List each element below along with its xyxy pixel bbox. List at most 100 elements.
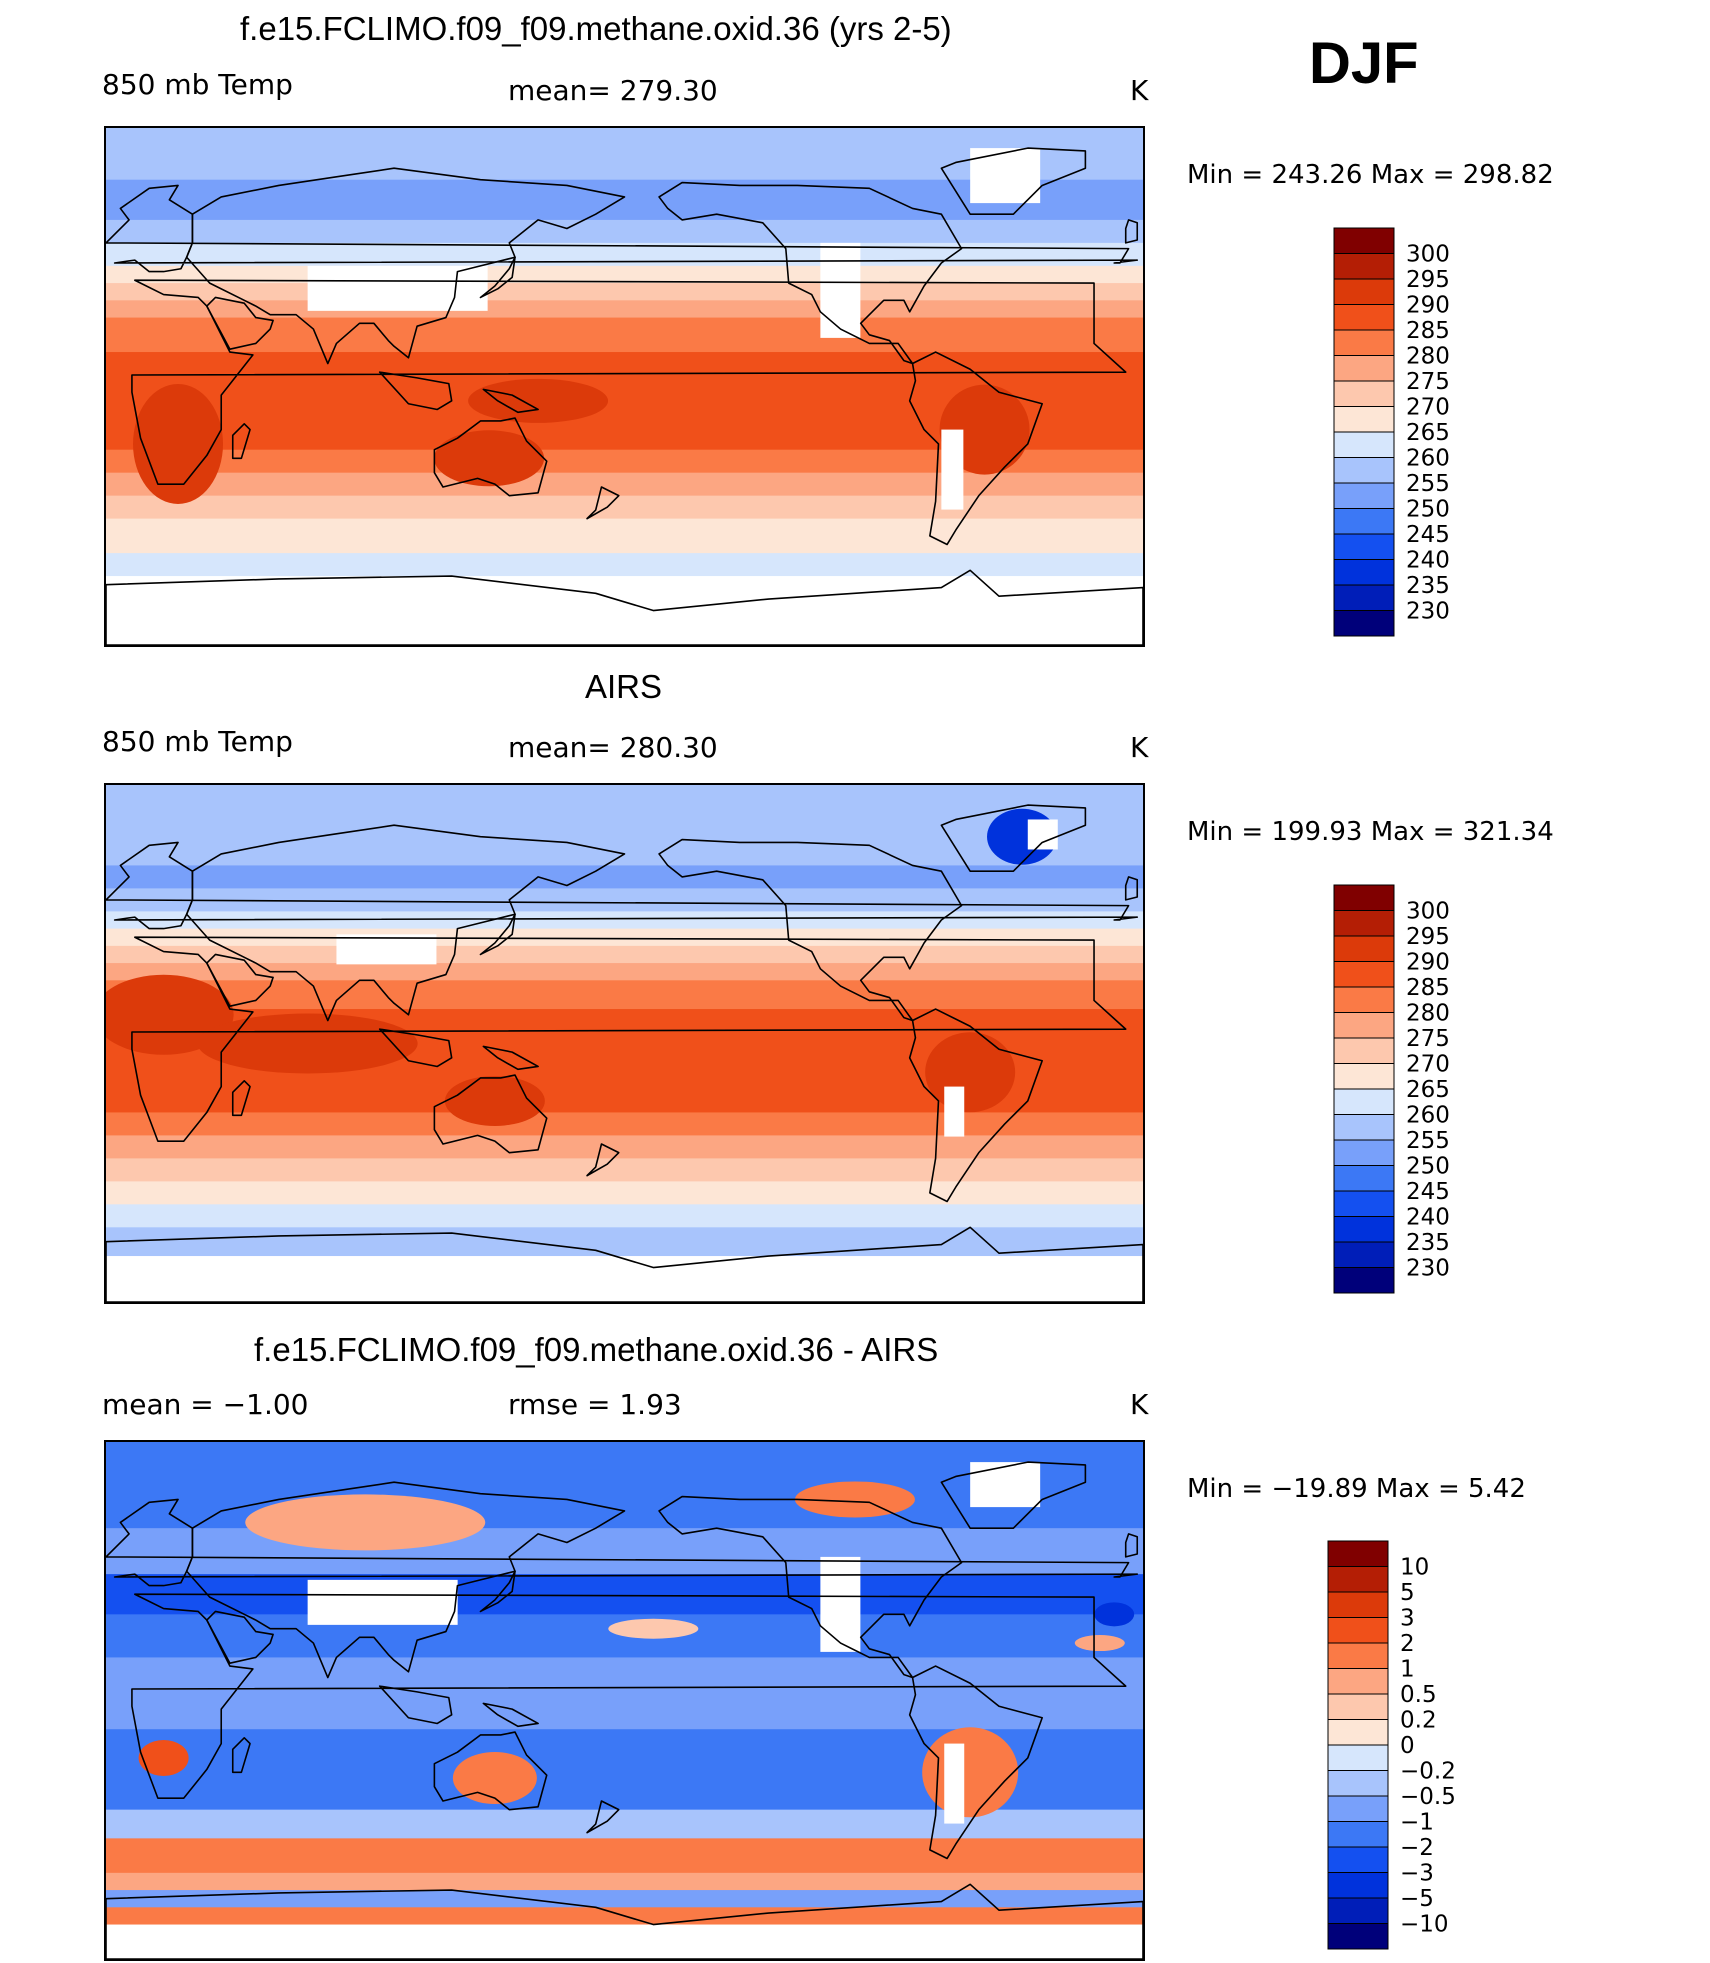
map-3-coastline [131, 1593, 1127, 1799]
panel-1-colorbar-swatch [1333, 482, 1395, 509]
panel-2-colorbar-tick-label: 250 [1406, 1154, 1450, 1180]
panel-3-colorbar-swatch [1327, 1795, 1389, 1822]
map-1-band [106, 219, 1143, 244]
map-3-pacific-warm [608, 1618, 699, 1639]
map-3-australia-warm [452, 1752, 537, 1805]
panel-2-colorbar-swatch [1333, 1165, 1395, 1192]
panel-1-colorbar-tick-label: 290 [1406, 293, 1450, 319]
panel-2-colorbar-tick-label: 240 [1406, 1205, 1450, 1231]
panel-3-colorbar-swatch [1327, 1872, 1389, 1899]
panel-2-colorbar-swatch [1333, 935, 1395, 962]
panel-2-colorbar-swatch [1333, 986, 1395, 1013]
panel-1-colorbar-tick-label: 250 [1406, 497, 1450, 523]
panel-2-colorbar-tick-label: 295 [1406, 924, 1450, 950]
panel-2-colorbar-tick-label: 275 [1406, 1026, 1450, 1052]
map-1-coastline [231, 423, 251, 460]
panel-1-colorbar-tick-label: 245 [1406, 522, 1450, 548]
map-2-andes-mask [944, 1086, 965, 1137]
map-1-coastline [131, 279, 1127, 485]
map-1-band [106, 518, 1143, 554]
panel-1-colorbar-canvas: 3002952902852802752702652602552502452402… [1333, 227, 1450, 637]
map-3-coastline [206, 1610, 274, 1664]
map-2-band [106, 980, 1143, 1010]
map-2-greenland-mask [1027, 819, 1058, 850]
panel-3-colorbar-tick-label: 3 [1400, 1606, 1415, 1632]
panel-1-title: f.e15.FCLIMO.f09_f09.methane.oxid.36 (yr… [240, 10, 952, 47]
map-1-band [106, 576, 1143, 645]
panel-2-colorbar-tick-label: 235 [1406, 1230, 1450, 1256]
panel-1-colorbar-tick-label: 295 [1406, 267, 1450, 293]
panel-2-colorbar-swatch [1333, 884, 1395, 911]
map-3-siberia-warm [245, 1494, 486, 1551]
panel-1-colorbar-tick-label: 280 [1406, 344, 1450, 370]
panel-3-colorbar-tick-label: −1 [1400, 1810, 1434, 1836]
panel-2-colorbar-tick-label: 290 [1406, 950, 1450, 976]
panel-1-colorbar: 300 295 290 285 280 275 270 265 260 255 250 245 240 2… [1333, 227, 1534, 648]
panel-2-colorbar-swatch [1333, 1037, 1395, 1064]
panel-3-map-canvas [106, 1442, 1143, 1959]
panel-1-colorbar-swatch [1333, 227, 1395, 254]
map-3-coastline [658, 1495, 963, 1679]
map-3-coastline [479, 1570, 516, 1613]
panel-2-colorbar-swatch [1333, 910, 1395, 937]
map-2-coastline [586, 1143, 620, 1177]
map-2-band [106, 888, 1143, 912]
map-1-australia-warm [434, 430, 545, 487]
map-3-coastline [482, 1702, 539, 1728]
panel-1-colorbar-tick-label: 255 [1406, 471, 1450, 497]
map-2-band [106, 963, 1143, 981]
panel-3-colorbar-tick-label: 0.2 [1400, 1708, 1437, 1734]
map-2-coastline [482, 1045, 539, 1071]
panel-3-colorbar-tick-label: −3 [1400, 1861, 1434, 1887]
map-2-band [106, 1227, 1143, 1257]
panel-2-colorbar-swatch [1333, 1088, 1395, 1115]
map-2-australia-warm [444, 1075, 545, 1126]
panel-1-colorbar-swatch [1333, 584, 1395, 611]
panel-1-map [104, 126, 1145, 647]
map-3-coastline [586, 1800, 620, 1834]
map-3-band [106, 1924, 1143, 1959]
panel-3-colorbar-tick-label: 10 [1400, 1555, 1429, 1581]
panel-1-colorbar-swatch [1333, 253, 1395, 280]
panel-3-colorbar-swatch [1327, 1744, 1389, 1771]
map-3-coastline [433, 1731, 548, 1811]
panel-3-rmse-label: rmse = 1.93 [508, 1388, 682, 1421]
panel-2-colorbar-tick-label: 300 [1406, 899, 1450, 925]
map-1-coastline [378, 371, 453, 411]
map-2-band [106, 1158, 1143, 1182]
panel-3-colorbar-tick-label: −2 [1400, 1835, 1434, 1861]
map-2-coastline [1124, 876, 1139, 901]
map-2-band [106, 865, 1143, 889]
panel-1-colorbar-swatch [1333, 508, 1395, 535]
panel-2-colorbar-swatch [1333, 961, 1395, 988]
panel-1-minmax: Min = 243.26 Max = 298.82 [1187, 160, 1554, 190]
panel-2-colorbar-swatch [1333, 1216, 1395, 1243]
map-3-coastline [231, 1737, 251, 1774]
map-3-atlantic-cold [1094, 1602, 1135, 1627]
panel-3-colorbar-tick-label: 0.5 [1400, 1682, 1437, 1708]
panel-3-colorbar-swatch [1327, 1591, 1389, 1618]
map-3-coastline [940, 1461, 1087, 1529]
map-2-coastline [131, 936, 1127, 1142]
map-1-coastline [206, 296, 274, 350]
panel-3-colorbar-tick-label: −5 [1400, 1886, 1434, 1912]
panel-3-colorbar-swatch [1327, 1617, 1389, 1644]
panel-1-colorbar-swatch [1333, 406, 1395, 433]
panel-2-map [104, 783, 1145, 1304]
panel-2-minmax: Min = 199.93 Max = 321.34 [1187, 817, 1554, 847]
panel-1-colorbar-swatch [1333, 329, 1395, 356]
map-2-band [106, 1135, 1143, 1159]
panel-3-units-label: K [1130, 1388, 1149, 1421]
map-1-band [106, 283, 1143, 301]
map-2-band [106, 911, 1143, 930]
panel-3-colorbar-swatch [1327, 1642, 1389, 1669]
map-1-coastline [1124, 219, 1139, 244]
panel-3-colorbar-tick-label: 5 [1400, 1580, 1415, 1606]
map-1-africa-warm [133, 383, 224, 504]
panel-1-colorbar-tick-label: 270 [1406, 395, 1450, 421]
panel-1-colorbar-tick-label: 260 [1406, 446, 1450, 472]
panel-1-colorbar-swatch [1333, 304, 1395, 331]
map-2-indian-warm [197, 1013, 418, 1074]
map-1-band [106, 317, 1143, 353]
map-2-coastline [479, 913, 516, 956]
